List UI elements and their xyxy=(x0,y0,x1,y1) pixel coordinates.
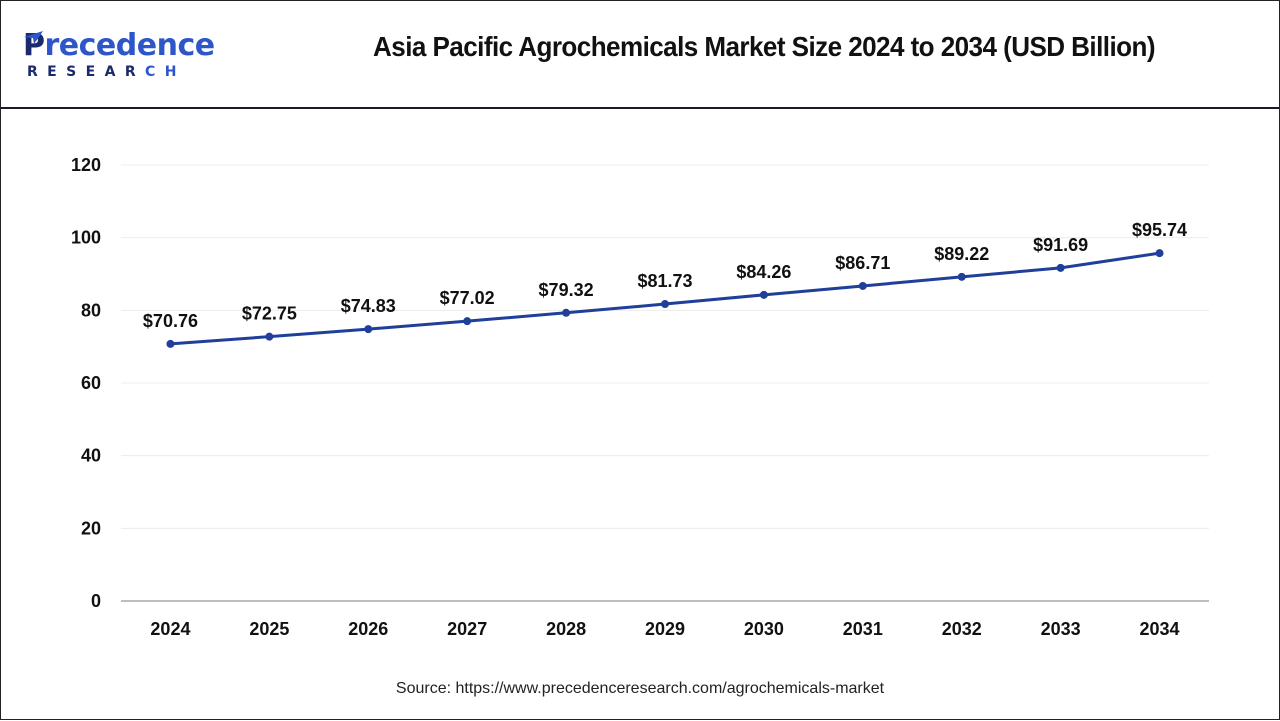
chart-title: Asia Pacific Agrochemicals Market Size 2… xyxy=(373,31,1155,62)
data-label: $86.71 xyxy=(835,253,890,273)
data-label: $95.74 xyxy=(1132,220,1187,240)
y-tick-label: 100 xyxy=(71,228,101,248)
y-tick-label: 60 xyxy=(81,373,101,393)
x-tick-label: 2030 xyxy=(744,619,784,639)
x-tick-label: 2028 xyxy=(546,619,586,639)
data-label: $77.02 xyxy=(440,288,495,308)
logo-wordmark: Precedence xyxy=(23,29,215,63)
x-tick-label: 2033 xyxy=(1041,619,1081,639)
data-point xyxy=(463,317,472,326)
logo-subtitle: RESEARCH xyxy=(27,64,186,80)
data-point xyxy=(562,308,571,317)
data-label: $81.73 xyxy=(637,271,692,291)
y-tick-label: 40 xyxy=(81,446,101,466)
data-point xyxy=(1056,263,1065,272)
data-point xyxy=(759,290,768,299)
y-tick-label: 80 xyxy=(81,300,101,320)
data-label: $70.76 xyxy=(143,311,198,331)
data-label: $79.32 xyxy=(539,280,594,300)
logo-word-rest: recedence xyxy=(44,28,216,63)
x-tick-label: 2029 xyxy=(645,619,685,639)
data-point xyxy=(858,281,867,290)
y-tick-label: 20 xyxy=(81,518,101,538)
source-note: Source: https://www.precedenceresearch.c… xyxy=(395,680,885,697)
market-size-line xyxy=(170,251,1160,346)
logo-sub-main: RESEAR xyxy=(27,64,146,80)
gridlines xyxy=(121,164,1209,529)
y-tick-label: 120 xyxy=(71,155,101,175)
data-label: $72.75 xyxy=(242,304,297,324)
y-tick-label: 0 xyxy=(91,591,101,611)
x-tick-label: 2025 xyxy=(249,619,289,639)
data-label: $91.69 xyxy=(1033,235,1088,255)
x-tick-label: 2034 xyxy=(1140,619,1180,639)
x-tick-label: 2032 xyxy=(942,619,982,639)
data-label: $89.22 xyxy=(934,244,989,264)
data-point xyxy=(1155,249,1164,258)
y-axis-ticks: 0 20 40 60 80 100 120 xyxy=(71,155,101,611)
data-label: $84.26 xyxy=(736,262,791,282)
x-tick-label: 2026 xyxy=(348,619,388,639)
x-tick-label: 2027 xyxy=(447,619,487,639)
x-axis-ticks: 2024 2025 2026 2027 2028 2029 2030 2031 2032 2033… xyxy=(150,619,1179,639)
data-labels: $70.76 $72.75 $74.83 $77.02 $79.32 $81.73 $84.… xyxy=(143,220,1187,331)
logo-sub-accent: CH xyxy=(145,64,186,80)
data-point xyxy=(957,272,966,281)
data-label: $74.83 xyxy=(341,296,396,316)
precedence-research-logo: Precedence RESEARCH xyxy=(23,29,223,85)
data-point xyxy=(265,332,274,341)
header-bar: Precedence RESEARCH Asia Pacific Agroche… xyxy=(1,1,1279,109)
data-point xyxy=(364,325,373,334)
x-tick-label: 2024 xyxy=(150,619,190,639)
data-point xyxy=(661,300,669,309)
logo-arrow-icon xyxy=(24,31,43,44)
data-point xyxy=(166,339,175,348)
data-points xyxy=(166,249,1164,348)
x-tick-label: 2031 xyxy=(843,619,883,639)
